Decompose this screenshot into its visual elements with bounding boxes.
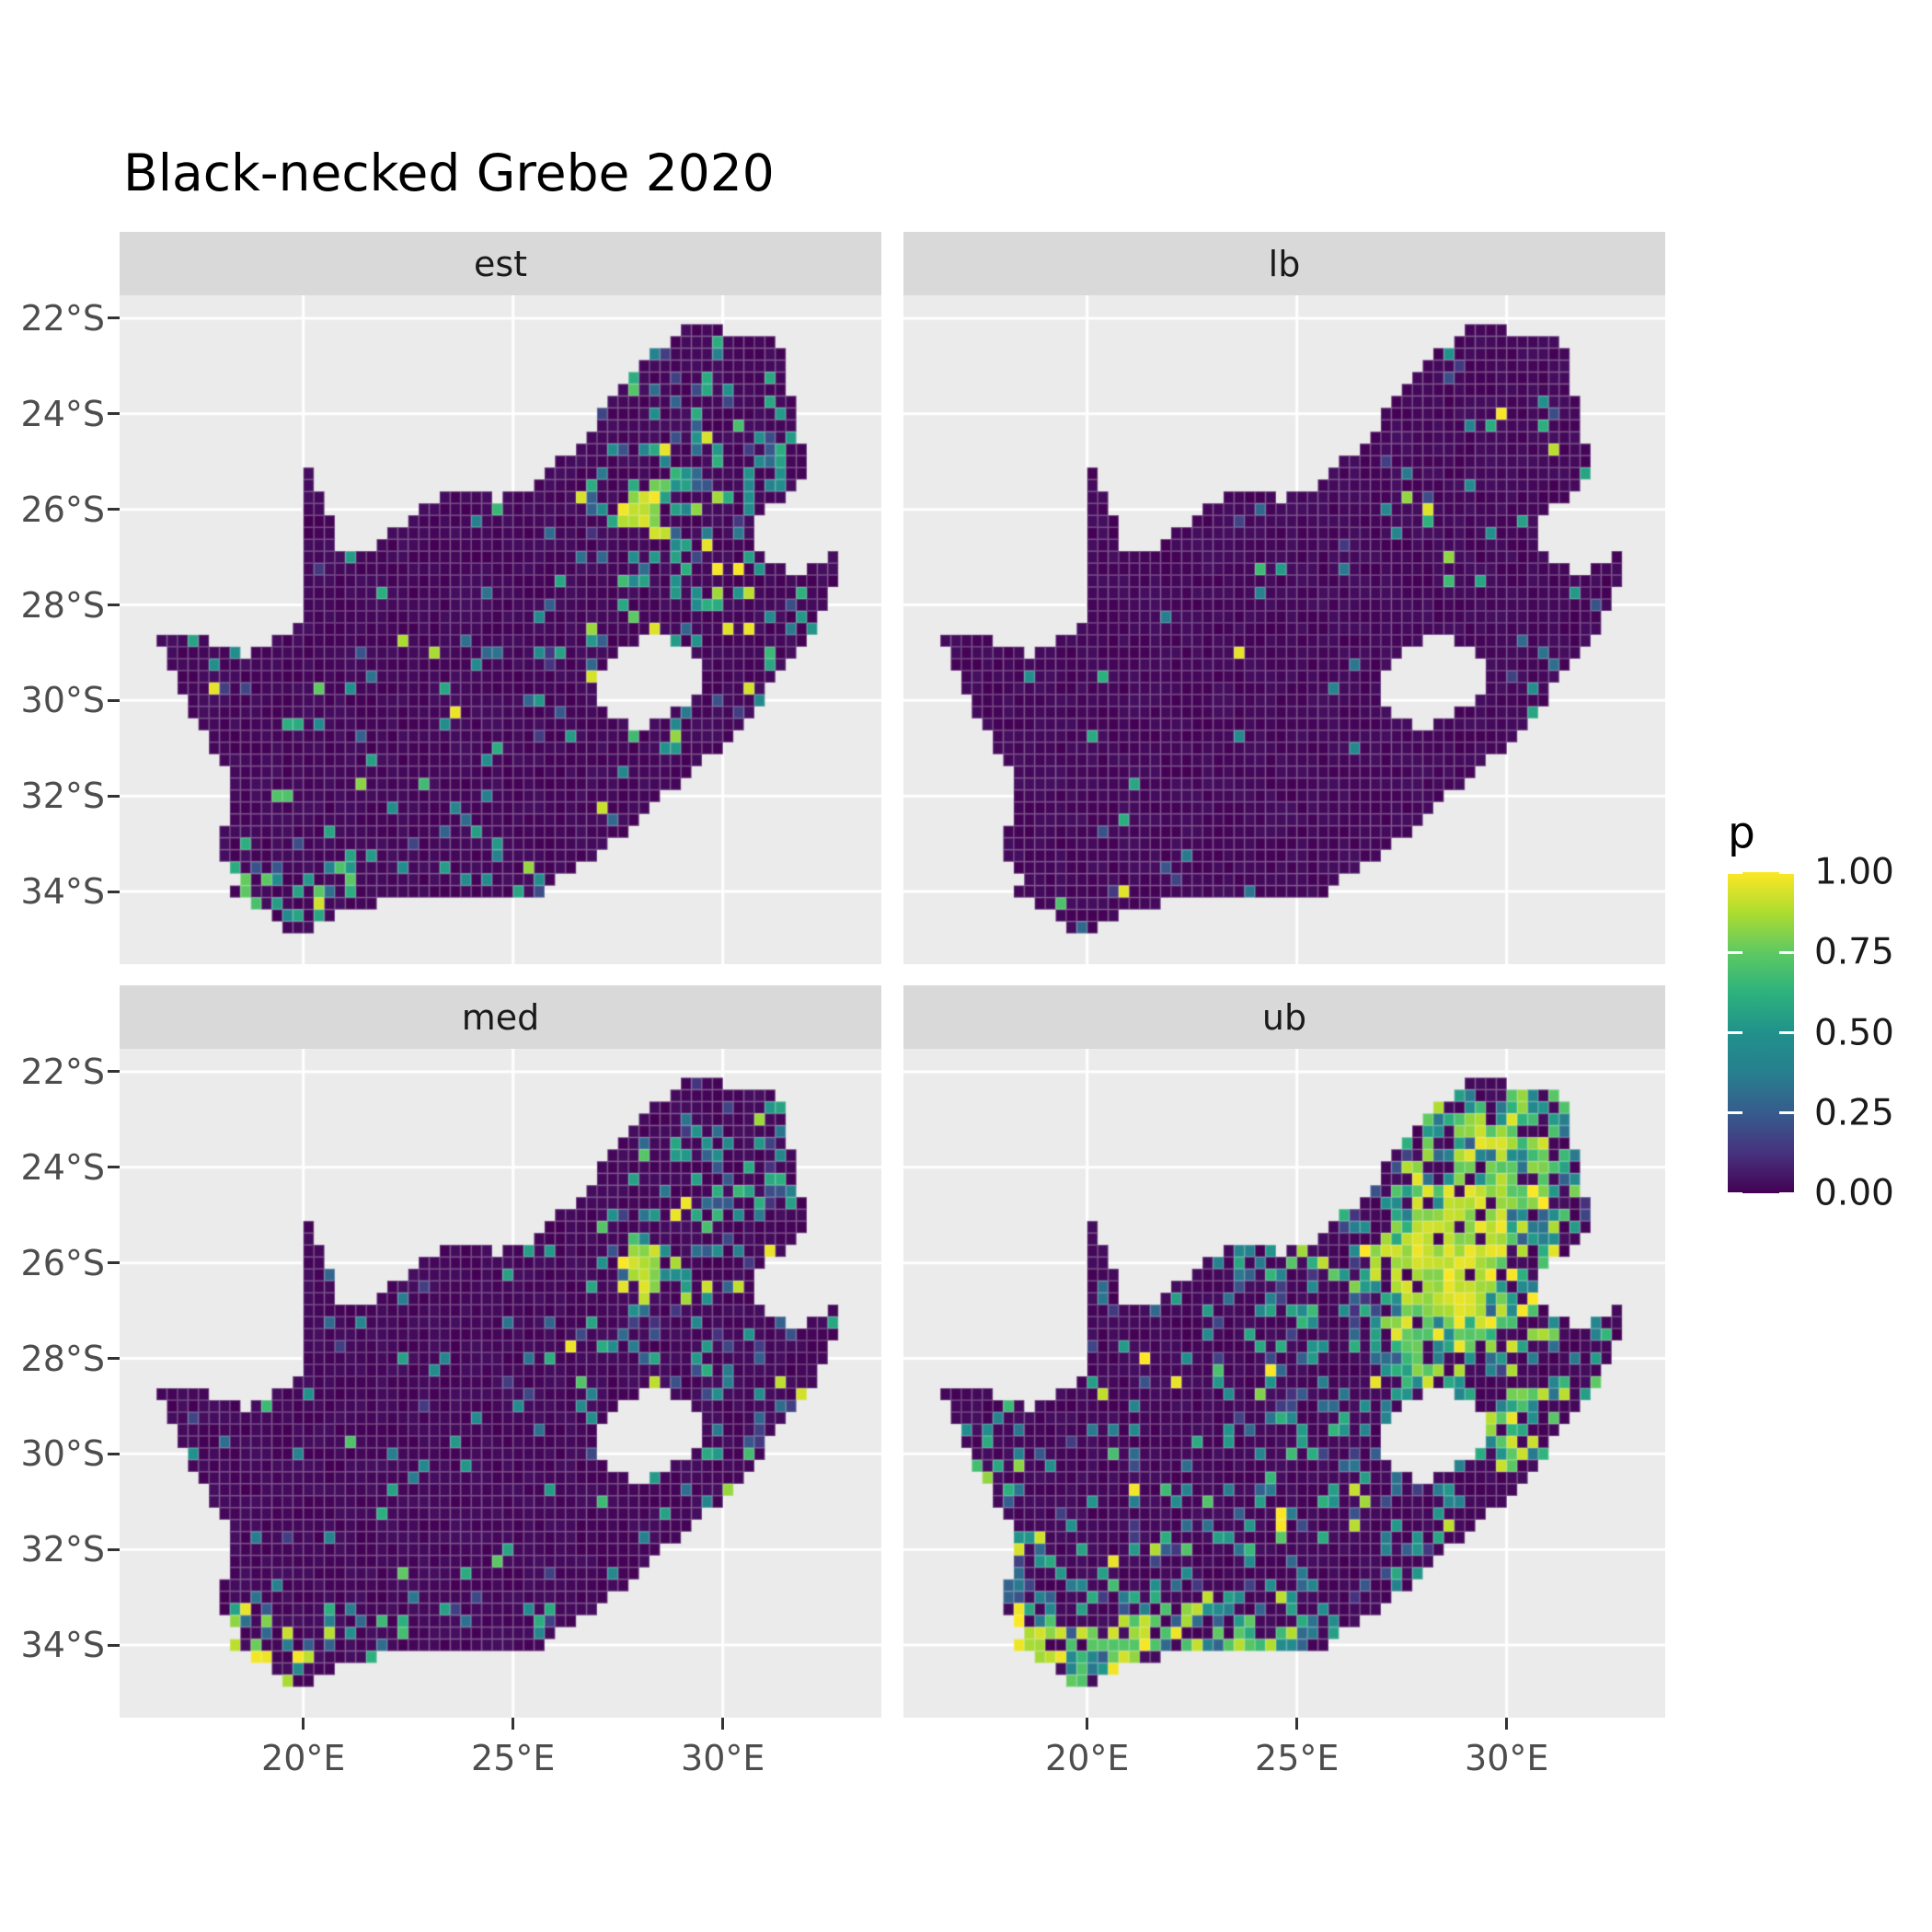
y-tick-label: 30°S <box>20 1433 105 1475</box>
facet-strip-label-lb: lb <box>1268 243 1301 284</box>
y-tick-mark <box>108 1452 120 1455</box>
y-tick-label: 24°S <box>20 393 105 434</box>
x-tick-mark <box>512 1718 515 1730</box>
y-tick-mark <box>108 794 120 798</box>
x-tick-label: 25°E <box>1255 1738 1340 1778</box>
y-tick-label: 28°S <box>20 1338 105 1379</box>
map-canvas-est <box>120 295 881 964</box>
legend-tick-mark <box>1779 1191 1794 1195</box>
y-tick-label: 26°S <box>20 1242 105 1283</box>
y-tick-label: 32°S <box>20 776 105 817</box>
x-tick-mark <box>1086 1718 1089 1730</box>
facet-strip-label-est: est <box>473 243 528 284</box>
y-tick-label: 32°S <box>20 1529 105 1570</box>
legend-tick-mark <box>1779 950 1794 954</box>
x-tick-label: 30°E <box>681 1738 765 1778</box>
y-tick-mark <box>108 604 120 606</box>
legend-label: 0.50 <box>1814 1012 1894 1053</box>
map-canvas-ub <box>903 1049 1665 1718</box>
facet-panel-lb <box>903 295 1665 964</box>
x-tick-label: 25°E <box>471 1738 556 1778</box>
y-tick-label: 24°S <box>20 1146 105 1188</box>
x-tick-label: 30°E <box>1465 1738 1549 1778</box>
x-tick-label: 20°E <box>261 1738 346 1778</box>
page-title: Black-necked Grebe 2020 <box>123 144 775 202</box>
y-tick-mark <box>108 412 120 416</box>
y-tick-mark <box>108 698 120 702</box>
legend-tick-mark <box>1728 870 1742 874</box>
facet-strip-label-med: med <box>461 996 540 1038</box>
y-tick-label: 22°S <box>20 1051 105 1092</box>
y-tick-mark <box>108 1070 120 1074</box>
facet-panel-est <box>120 295 881 964</box>
legend-tick-mark <box>1779 1111 1794 1115</box>
y-tick-mark <box>108 1547 120 1551</box>
y-tick-mark <box>108 1643 120 1647</box>
y-tick-label: 34°S <box>20 1625 105 1666</box>
y-tick-mark <box>108 508 120 512</box>
facet-strip-lb: lb <box>903 232 1665 295</box>
legend-title: p <box>1728 808 1755 858</box>
y-tick-mark <box>108 1166 120 1169</box>
y-tick-label: 22°S <box>20 297 105 339</box>
facet-strip-med: med <box>120 985 881 1049</box>
y-tick-label: 28°S <box>20 584 105 626</box>
legend-label: 0.75 <box>1814 931 1894 973</box>
legend-tick-mark <box>1728 1191 1742 1195</box>
map-canvas-med <box>120 1049 881 1718</box>
map-canvas-lb <box>903 295 1665 964</box>
legend-tick-mark <box>1728 950 1742 954</box>
legend-tick-mark <box>1728 1111 1742 1115</box>
facet-strip-ub: ub <box>903 985 1665 1049</box>
y-tick-label: 30°S <box>20 680 105 721</box>
x-tick-label: 20°E <box>1045 1738 1130 1778</box>
legend-tick-mark <box>1779 870 1794 874</box>
y-tick-label: 26°S <box>20 489 105 530</box>
x-tick-mark <box>721 1718 725 1730</box>
legend-tick-mark <box>1728 1031 1742 1034</box>
facet-strip-label-ub: ub <box>1261 996 1307 1038</box>
x-tick-mark <box>302 1718 305 1730</box>
x-tick-mark <box>1505 1718 1509 1730</box>
legend-tick-mark <box>1779 1031 1794 1034</box>
y-tick-mark <box>108 1357 120 1360</box>
facet-strip-est: est <box>120 232 881 295</box>
y-tick-mark <box>108 890 120 893</box>
legend-label: 1.00 <box>1814 851 1894 893</box>
facet-panel-ub <box>903 1049 1665 1718</box>
facet-panel-med <box>120 1049 881 1718</box>
y-tick-label: 34°S <box>20 871 105 913</box>
y-tick-mark <box>108 316 120 320</box>
x-tick-mark <box>1295 1718 1299 1730</box>
legend-label: 0.25 <box>1814 1092 1894 1134</box>
legend-label: 0.00 <box>1814 1172 1894 1214</box>
y-tick-mark <box>108 1261 120 1265</box>
